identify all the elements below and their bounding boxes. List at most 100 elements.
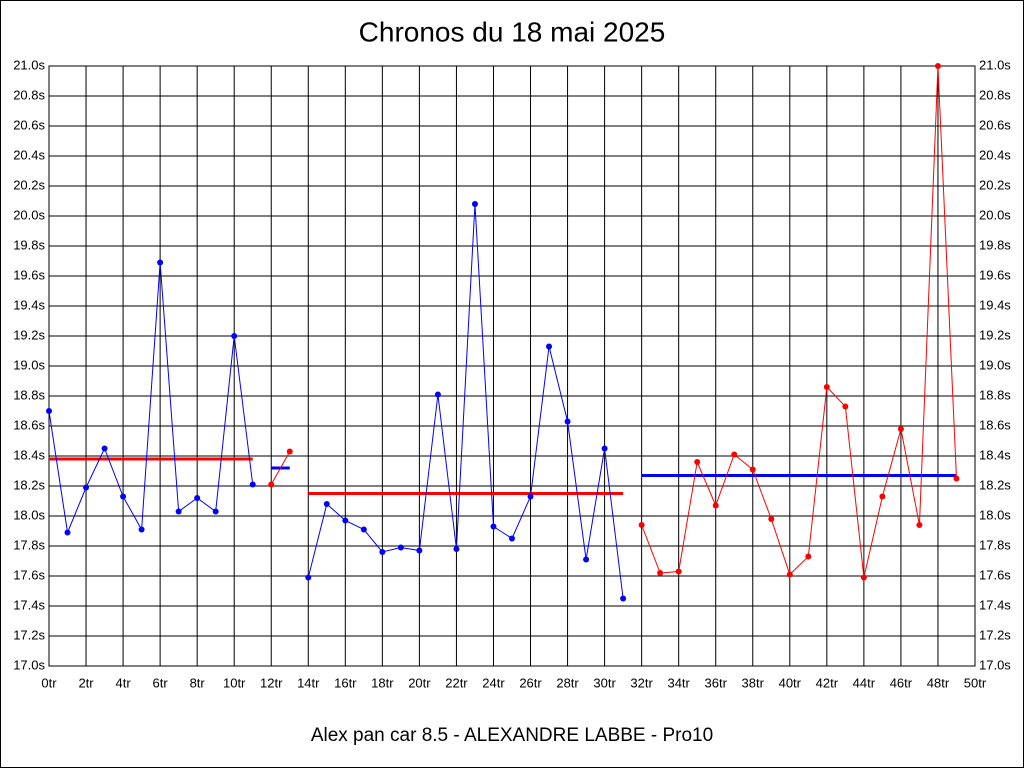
lap-point <box>934 63 941 69</box>
lap-point <box>805 553 812 560</box>
lap-point <box>360 526 367 533</box>
lap-point <box>175 508 182 515</box>
y-tick-label-right: 17.0s <box>979 657 1011 672</box>
lap-point <box>64 529 71 536</box>
lap-point <box>323 501 330 507</box>
lap-point <box>638 522 645 528</box>
x-tick-label: 2tr <box>78 675 94 690</box>
y-tick-label-right: 19.0s <box>979 357 1011 372</box>
lap-point <box>823 384 830 390</box>
lap-point <box>453 546 460 552</box>
x-tick-label: 42tr <box>816 675 839 690</box>
y-tick-label-right: 17.6s <box>979 567 1011 582</box>
lap-point <box>305 574 312 581</box>
x-axis-label: Alex pan car 8.5 - ALEXANDRE LABBE - Pro… <box>311 725 713 746</box>
y-tick-label-right: 20.6s <box>979 117 1011 132</box>
lap-point <box>471 201 478 207</box>
lap-line <box>307 203 624 599</box>
lap-line <box>641 65 957 578</box>
lap-point <box>749 466 756 473</box>
lap-point <box>490 523 497 530</box>
y-tick-label: 19.4s <box>13 297 45 312</box>
lap-point <box>675 568 682 575</box>
x-tick-label: 32tr <box>630 675 653 690</box>
lap-point <box>138 526 145 533</box>
lap-point <box>286 448 293 455</box>
y-tick-label: 19.2s <box>13 327 45 342</box>
lap-point <box>786 571 793 578</box>
y-tick-label: 20.6s <box>13 117 45 132</box>
lap-point <box>46 408 52 414</box>
y-tick-label-right: 20.4s <box>979 147 1011 162</box>
lap-point <box>601 445 608 452</box>
lap-point <box>546 343 553 350</box>
lap-point <box>564 418 571 425</box>
x-tick-label: 48tr <box>927 675 950 690</box>
y-tick-label-right: 17.8s <box>979 537 1011 552</box>
x-tick-label: 12tr <box>260 675 283 690</box>
lap-point <box>583 556 590 563</box>
x-tick-label: 44tr <box>853 675 876 690</box>
lap-point <box>860 574 867 581</box>
lap-point <box>120 493 127 500</box>
x-tick-label: 4tr <box>115 675 131 690</box>
chart-title: Chronos du 18 mai 2025 <box>359 16 666 47</box>
y-tick-label: 20.8s <box>13 87 45 102</box>
lap-point <box>194 495 201 501</box>
lap-point <box>342 517 349 524</box>
lap-point <box>434 391 441 398</box>
lap-point <box>101 445 108 452</box>
lap-point <box>249 481 256 488</box>
y-tick-label-right: 18.8s <box>979 387 1011 402</box>
lap-point <box>527 493 534 500</box>
x-tick-label: 18tr <box>371 675 394 690</box>
lap-point <box>509 535 515 542</box>
lap-point <box>768 516 775 522</box>
y-tick-label-right: 17.2s <box>979 627 1011 642</box>
y-tick-label-right: 18.6s <box>979 417 1011 432</box>
y-tick-label-right: 20.8s <box>979 87 1011 102</box>
x-tick-label: 20tr <box>408 675 431 690</box>
y-tick-label-right: 19.8s <box>979 237 1011 252</box>
y-tick-label-right: 18.2s <box>979 477 1011 492</box>
lap-point <box>620 595 627 602</box>
x-tick-label: 34tr <box>667 675 690 690</box>
x-tick-label: 30tr <box>593 675 616 690</box>
x-tick-label: 10tr <box>223 675 246 690</box>
y-tick-label: 21.0s <box>13 57 45 72</box>
lap-point <box>83 484 90 491</box>
x-tick-label: 40tr <box>779 675 802 690</box>
lap-point <box>842 403 849 410</box>
x-tick-label: 38tr <box>742 675 765 690</box>
lap-point <box>416 547 423 554</box>
lap-point <box>379 549 386 555</box>
y-tick-label-right: 19.6s <box>979 267 1011 282</box>
x-tick-label: 46tr <box>890 675 913 690</box>
y-tick-label: 17.2s <box>13 627 45 642</box>
y-tick-label-right: 21.0s <box>979 57 1011 72</box>
y-tick-label: 17.8s <box>13 537 45 552</box>
y-tick-label: 20.0s <box>13 207 45 222</box>
y-tick-label: 18.6s <box>13 417 45 432</box>
x-tick-label: 8tr <box>190 675 206 690</box>
x-tick-label: 28tr <box>556 675 579 690</box>
lap-point <box>657 570 664 576</box>
x-tick-label: 22tr <box>445 675 468 690</box>
y-tick-label-right: 17.4s <box>979 597 1011 612</box>
lap-point <box>212 508 219 515</box>
y-tick-label-right: 19.4s <box>979 297 1011 312</box>
y-tick-label: 19.8s <box>13 237 45 252</box>
y-tick-label: 17.6s <box>13 567 45 582</box>
y-tick-label: 18.0s <box>13 507 45 522</box>
lap-point <box>731 451 738 458</box>
lap-point <box>397 544 404 551</box>
y-tick-label: 19.0s <box>13 357 45 372</box>
lap-line <box>270 451 291 485</box>
y-tick-label: 17.0s <box>13 657 45 672</box>
y-tick-label: 19.6s <box>13 267 45 282</box>
x-tick-label: 0tr <box>41 675 57 690</box>
x-tick-label: 36tr <box>705 675 728 690</box>
y-tick-label-right: 19.2s <box>979 327 1011 342</box>
